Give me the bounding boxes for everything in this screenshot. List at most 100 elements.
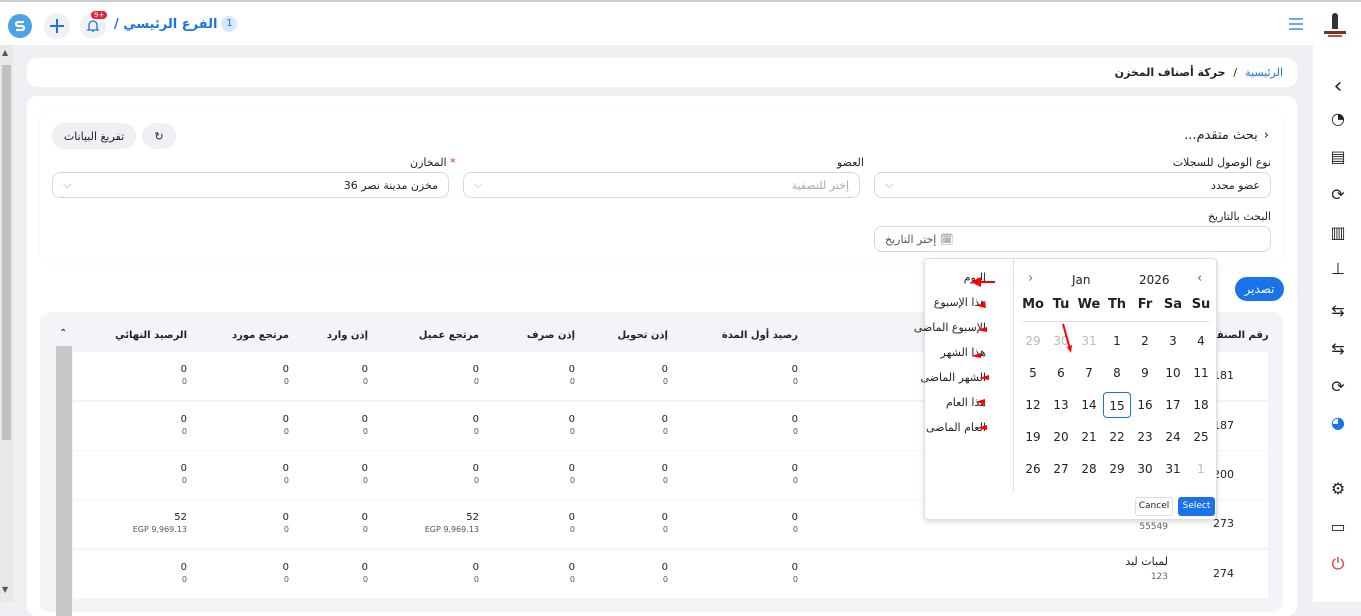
warehouse-label: * المخازن	[410, 156, 456, 169]
amount: 0	[662, 476, 668, 485]
quantity: 52	[174, 512, 187, 523]
column-header[interactable]: إذن تحويل	[617, 330, 669, 341]
date-shortcut[interactable]: العام الماضى	[925, 421, 986, 434]
inventory-icon[interactable]: ▤	[1330, 146, 1346, 166]
clear-data-button[interactable]: تفريغ البيانات	[52, 123, 136, 149]
year-label[interactable]: 2026	[1139, 273, 1170, 287]
calendar-day[interactable]: 19	[1025, 430, 1041, 444]
add-button[interactable]	[44, 13, 70, 39]
calendar-day[interactable]: 7	[1085, 366, 1093, 380]
menu-icon[interactable]	[1289, 18, 1303, 33]
calendar-day[interactable]: 23	[1137, 430, 1153, 444]
advanced-search-toggle[interactable]: ‹ بحث متقدم...	[1184, 128, 1269, 143]
branch-selector[interactable]: 1 الفرع الرئيسي /	[114, 16, 238, 32]
table-row[interactable]: 274 لمبات ليد 123 0 0 0 0 0 0 0 0 0 0 0 0 0 0	[73, 550, 1268, 598]
calendar-day[interactable]: 25	[1193, 430, 1209, 444]
notifications-button[interactable]: 9+	[80, 11, 108, 39]
warehouse-select[interactable]: مخزن مدينة نصر 36 ⌵	[52, 172, 449, 198]
member-label: العضو	[837, 156, 864, 169]
calendar-day[interactable]: 11	[1193, 366, 1209, 380]
calendar-day[interactable]: 8	[1113, 366, 1121, 380]
calendar-day[interactable]: 20	[1053, 430, 1069, 444]
speedometer-icon[interactable]: ◔	[1331, 108, 1345, 128]
calendar-day[interactable]: 18	[1193, 398, 1209, 412]
calendar-day[interactable]: 10	[1165, 366, 1181, 380]
calendar-day[interactable]: 29	[1025, 334, 1041, 348]
calendar-day[interactable]: 14	[1081, 398, 1097, 412]
chevron-up-icon[interactable]: ⌃	[59, 328, 68, 339]
quantity: 0	[472, 364, 479, 375]
calendar-day[interactable]: 29	[1109, 462, 1125, 476]
month-label[interactable]: Jan	[1072, 273, 1091, 287]
calendar-day[interactable]: 4	[1197, 334, 1205, 348]
calendar-day[interactable]: 17	[1165, 398, 1181, 412]
date-input[interactable]: 🗓 إختر التاريخ	[874, 226, 1271, 252]
member-placeholder: إختر للتصفية	[791, 178, 849, 192]
table-scrollbar[interactable]	[56, 346, 72, 616]
calendar-day[interactable]: 1	[1113, 334, 1121, 348]
calendar-day[interactable]: 21	[1081, 430, 1097, 444]
chevron-left-icon[interactable]: ‹	[1333, 73, 1343, 99]
access-type-select[interactable]: عضو محدد ⌵	[874, 172, 1271, 198]
date-shortcut[interactable]: الإسبوع الماضى	[913, 321, 986, 334]
calendar-day[interactable]: 22	[1109, 430, 1125, 444]
amount: 0	[569, 427, 575, 436]
item-name: لمبات ليد	[1125, 555, 1168, 568]
window-icon[interactable]: ▭	[1330, 516, 1346, 536]
calendar-day[interactable]: 6	[1057, 366, 1065, 380]
chart-report-icon[interactable]: ◕	[1331, 412, 1345, 432]
document-icon[interactable]: ▥	[1330, 222, 1346, 242]
column-header[interactable]: رصيد أول المدة	[721, 330, 798, 341]
calendar-day[interactable]: 28	[1081, 462, 1097, 476]
power-icon[interactable]: ⏻	[1331, 554, 1345, 573]
column-header[interactable]: مرتجع عميل	[418, 330, 479, 341]
amount: 0	[473, 476, 479, 485]
calendar-day[interactable]: 1	[1197, 462, 1205, 476]
date-shortcut[interactable]: هذا العام	[945, 396, 986, 409]
pos-icon[interactable]: ⊥	[1331, 258, 1345, 278]
calendar-day[interactable]: 3	[1169, 334, 1177, 348]
sync-icon[interactable]: ⟳	[1331, 184, 1345, 204]
date-shortcut[interactable]: الشهر الماضى	[920, 371, 986, 384]
cancel-button[interactable]: Cancel	[1135, 497, 1173, 516]
calendar-day[interactable]: 5	[1029, 366, 1037, 380]
top-bar: 9+ 1 الفرع الرئيسي /	[0, 0, 1361, 45]
item-code: 55549	[1139, 522, 1168, 532]
sync-icon[interactable]: ⟳	[1331, 376, 1345, 396]
gear-icon[interactable]: ⚙	[1330, 478, 1346, 498]
breadcrumb-home-link[interactable]: الرئيسية	[1245, 66, 1283, 79]
calendar-day[interactable]: 24	[1165, 430, 1181, 444]
calendar-day[interactable]: 26	[1025, 462, 1041, 476]
refresh-button[interactable]: ↻	[142, 123, 176, 149]
quantity: 0	[180, 562, 187, 573]
column-header[interactable]: إذن صرف	[526, 330, 575, 341]
selected-day[interactable]: 15	[1103, 392, 1131, 418]
column-header[interactable]: إذن وارد	[326, 330, 368, 341]
calendar-day[interactable]: 27	[1053, 462, 1069, 476]
column-header[interactable]: مرتجع مورد	[231, 330, 289, 341]
date-shortcut[interactable]: هذا الإسبوع	[933, 296, 986, 309]
transfer-icon[interactable]: ⇆	[1331, 338, 1345, 358]
app-logo[interactable]	[8, 14, 32, 38]
transfer-icon[interactable]: ⇆	[1331, 300, 1345, 320]
calendar-day[interactable]: 13	[1053, 398, 1069, 412]
calendar-day[interactable]: 30	[1053, 334, 1069, 348]
export-button[interactable]: تصدير	[1235, 277, 1284, 301]
prev-month-button[interactable]: ‹	[1197, 271, 1203, 286]
next-month-button[interactable]: ›	[1028, 271, 1034, 286]
column-header[interactable]: الرصيد النهائي	[115, 330, 187, 341]
quantity: 0	[282, 463, 289, 474]
calendar-day[interactable]: 12	[1025, 398, 1041, 412]
calendar-day[interactable]: 2	[1141, 334, 1149, 348]
select-button[interactable]: Select	[1178, 497, 1215, 516]
member-select[interactable]: إختر للتصفية ⌵	[463, 172, 860, 198]
calendar-day[interactable]: 9	[1141, 366, 1149, 380]
calendar-day[interactable]: 31	[1165, 462, 1181, 476]
calendar-day[interactable]: 16	[1137, 398, 1153, 412]
calendar-day[interactable]: 31	[1081, 334, 1097, 348]
page-scrollbar[interactable]: ▲ ▼	[0, 45, 13, 602]
calendar-day[interactable]: 30	[1137, 462, 1153, 476]
column-header[interactable]: رقم الصنف	[1212, 330, 1269, 341]
